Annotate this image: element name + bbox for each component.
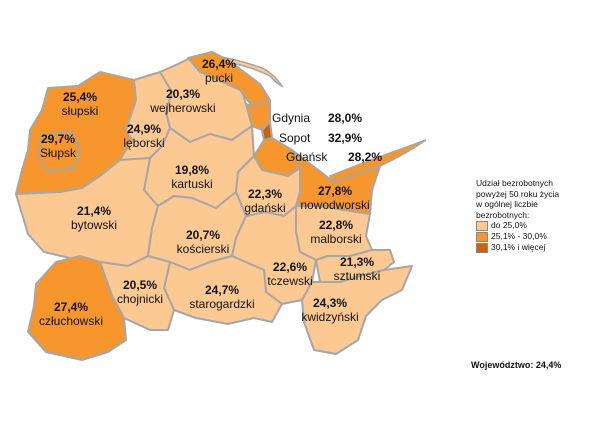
city-name: Sopot	[279, 131, 311, 145]
legend-title-line: Udział bezrobotnych	[476, 178, 554, 188]
city-value: 28,2%	[348, 150, 383, 164]
city-label-sopot: Sopot 32,9%	[279, 131, 362, 145]
legend-item-label: do 25,0%	[491, 220, 527, 231]
legend-swatch-mid	[476, 231, 488, 242]
legend-item: 25,1% - 30,0%	[476, 231, 596, 242]
legend-item-label: 25,1% - 30,0%	[491, 231, 547, 242]
legend-item: 30,1% i więcej	[476, 242, 596, 253]
city-label-gdansk: Gdańsk 28,2%	[286, 150, 382, 164]
region-label-chojnicki: 20,5% chojnicki	[116, 278, 164, 306]
region-label-kartuski: 19,8% kartuski	[171, 163, 213, 191]
legend-item: do 25,0%	[476, 220, 596, 231]
legend-title-line: w ogólnej liczbie	[476, 199, 538, 209]
city-label-gdynia: Gdynia 28,0%	[272, 111, 362, 125]
voivodeship-average: Województwo: 24,4%	[471, 360, 562, 370]
region-label-slupski: 25,4% słupski	[61, 90, 99, 118]
city-value: 28,0%	[328, 111, 363, 125]
region-label-malborski: 22,8% malborski	[310, 218, 362, 246]
legend-item-label: 30,1% i więcej	[491, 242, 546, 253]
legend-swatch-low	[476, 220, 488, 231]
region-label-pucki: 26,4% pucki	[201, 57, 237, 85]
legend-title-line: powyżej 50 roku życia	[476, 188, 560, 199]
region-label-leborski: 24,9% lęborski	[123, 122, 165, 150]
region-label-slupsk: 29,7% Słupsk	[39, 132, 77, 160]
legend-title-line: bezrobotnych:	[476, 209, 530, 220]
region-label-tczewski: 22,6% tczewski	[267, 260, 313, 288]
city-name: Gdańsk	[286, 150, 328, 164]
region-label-sztumski: 21,3% sztumski	[333, 255, 381, 283]
region-label-czluchowski: 27,4% człuchowski	[38, 300, 104, 328]
region-label-starogardzki: 24,7% starogardzki	[189, 283, 255, 311]
region-label-koscierski: 20,7% kościerski	[176, 228, 230, 256]
region-label-nowodworski: 27,8% nowodworski	[300, 184, 370, 212]
region-label-wejherowski: 20,3% wejherowski	[150, 87, 216, 115]
legend: Udział bezrobotnych powyżej 50 roku życi…	[476, 178, 596, 253]
region-label-gdanski: 22,3% gdański	[244, 187, 286, 215]
city-value: 32,9%	[328, 131, 363, 145]
city-name: Gdynia	[272, 111, 311, 125]
region-slupsk	[37, 131, 81, 173]
region-label-kwidzynski: 24,3% kwidzyński	[301, 296, 359, 324]
region-starogardzki	[163, 255, 283, 325]
region-kwidzynski	[301, 265, 413, 355]
region-label-bytowski: 21,4% bytowski	[70, 204, 118, 232]
legend-swatch-high	[476, 242, 488, 253]
region-czluchowski	[27, 255, 127, 361]
